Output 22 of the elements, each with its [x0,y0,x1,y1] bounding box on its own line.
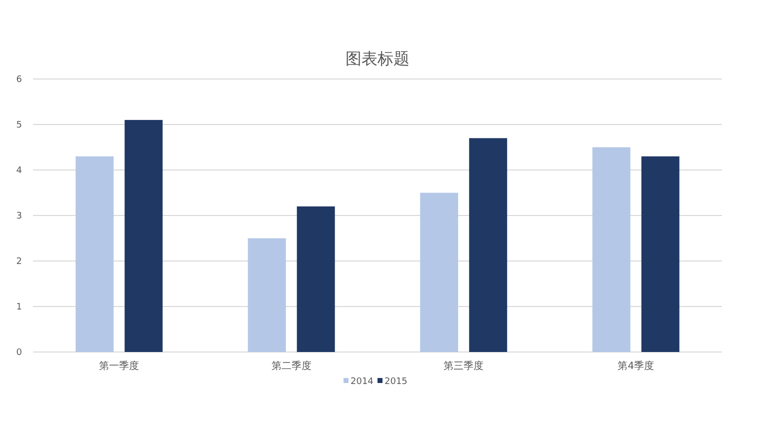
x-tick-label: 第三季度 [444,360,484,372]
bar [296,206,335,352]
bar [592,147,630,352]
y-tick-label: 0 [16,348,22,358]
y-tick-label: 2 [16,257,22,267]
x-tick-label: 第二季度 [271,360,312,372]
chart-title: 图表标题 [346,49,410,68]
x-tick-label: 第一季度 [99,360,140,372]
bar [76,156,114,352]
legend-label: 2014 [350,377,374,387]
bar [124,120,163,352]
y-tick-label: 1 [16,302,22,312]
bar [248,238,286,352]
bar [469,138,508,352]
bar [420,192,458,352]
y-tick-label: 3 [16,212,22,222]
y-tick-label: 6 [16,75,22,85]
bar [641,156,680,352]
x-tick-label: 第4季度 [618,360,654,372]
y-tick-label: 4 [16,166,22,176]
legend-label: 2015 [384,377,408,387]
y-tick-label: 5 [16,120,22,130]
